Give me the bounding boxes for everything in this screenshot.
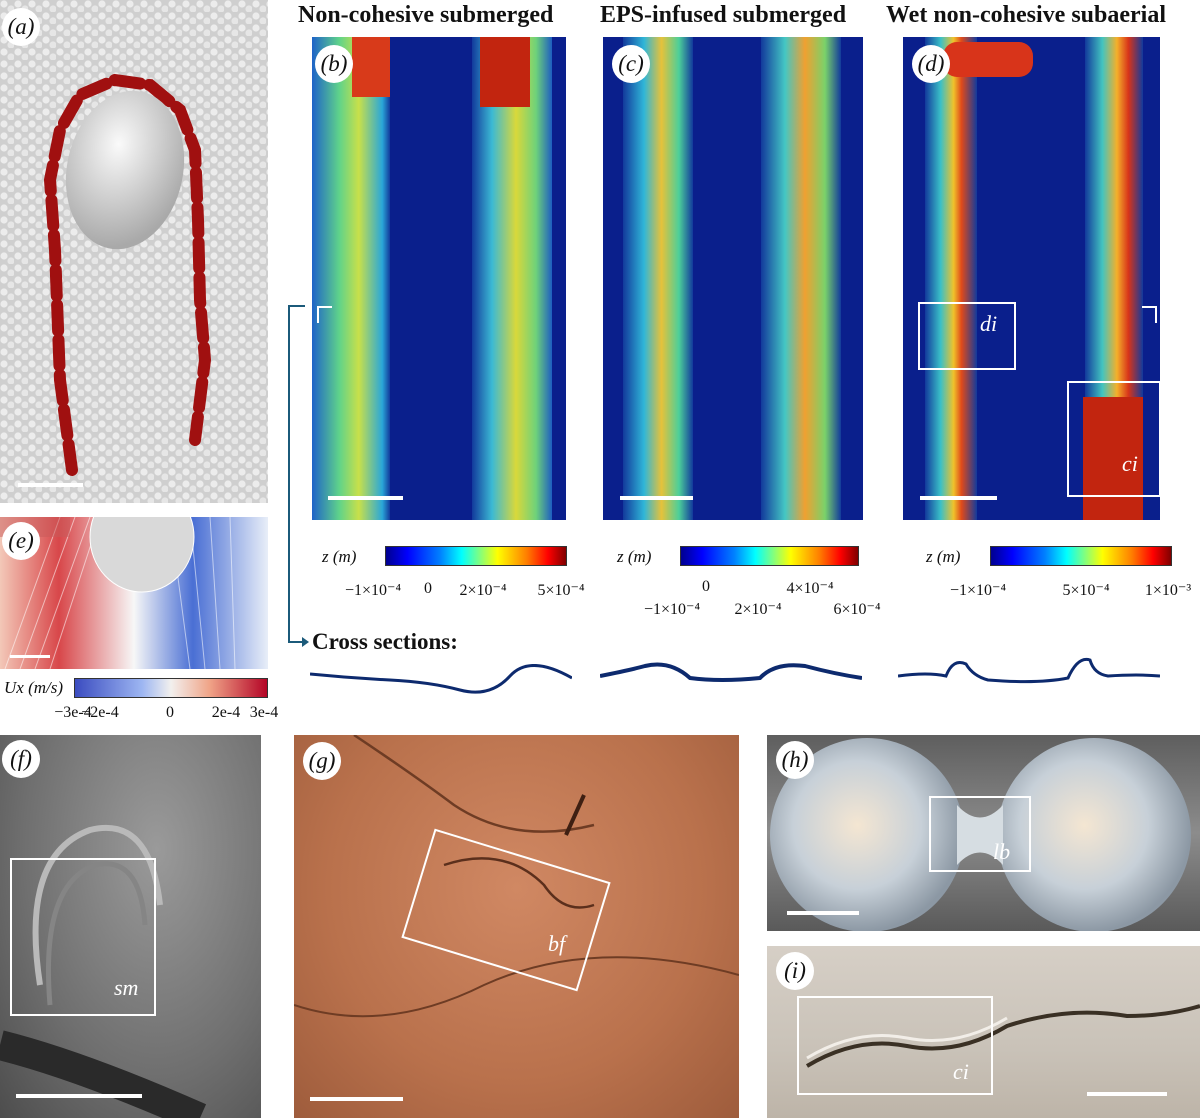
colorbar-d — [990, 546, 1172, 566]
colorbar-c-tick: 4×10⁻⁴ — [786, 580, 834, 597]
title-b: Non-cohesive submerged — [298, 2, 554, 28]
title-c: EPS-infused submerged — [600, 2, 847, 28]
inset-label-di: di — [980, 311, 998, 336]
panel-label-d: (d) — [912, 45, 950, 83]
colorbar-b — [385, 546, 567, 566]
inset-box-ci-d — [1067, 381, 1161, 497]
ridge-left — [312, 37, 390, 520]
cross-sections-label: Cross sections: — [312, 629, 458, 654]
panel-label-g: (g) — [303, 742, 341, 780]
colorbar-b-tick: −1×10⁻⁴ — [344, 582, 402, 599]
red-particle-trail — [43, 73, 212, 476]
cross-section-c — [600, 662, 862, 682]
colorbar-b-tick: 2×10⁻⁴ — [459, 582, 507, 599]
panel-label-c: (c) — [612, 45, 650, 83]
cross-section-d — [898, 657, 1160, 684]
scale-bar-h — [787, 911, 859, 915]
panel-h-graphic — [770, 738, 1191, 931]
colorbar-e-title: Ux (m/s) — [4, 678, 64, 697]
colorbar-e-tick: 3e-4 — [249, 704, 279, 721]
scale-bar-g — [310, 1097, 403, 1101]
panel-e-graphic — [0, 517, 236, 669]
colorbar-c-tick: 0 — [702, 578, 710, 595]
inset-box-ci-i — [797, 996, 993, 1095]
panel-d-heightmap — [903, 37, 1160, 520]
colorbar-d-title: z (m) — [926, 547, 961, 566]
cross-section-b — [310, 664, 572, 694]
panel-a-simulation — [0, 0, 268, 503]
inset-box-di — [918, 302, 1016, 370]
panel-label-e: (e) — [2, 522, 40, 560]
colorbar-e-tick: −3e-4 — [54, 704, 92, 721]
inset-label-ci-i: ci — [953, 1059, 969, 1084]
ridge-left — [623, 37, 693, 520]
panel-i-sand-photo: ci — [767, 946, 1200, 1118]
scale-bar-b — [328, 496, 403, 500]
colorbar-b-tick: 5×10⁻⁴ — [537, 582, 585, 599]
inset-label-lb: lb — [993, 839, 1011, 864]
colorbar-e-tick: 0 — [166, 704, 174, 721]
colorbar-d-tick: 1×10⁻³ — [1144, 582, 1192, 599]
colorbar-e-tick: 2e-4 — [211, 704, 241, 721]
sphere-right — [997, 738, 1191, 931]
panel-a-graphic — [0, 0, 268, 503]
corner-marker-d — [1142, 306, 1157, 323]
inset-label-bf: bf — [548, 931, 566, 956]
ridge-right — [761, 37, 841, 520]
colorbar-c-tick: −1×10⁻⁴ — [643, 601, 701, 618]
title-d: Wet non-cohesive subaerial — [886, 2, 1166, 28]
panel-g-graphic — [294, 735, 739, 1018]
scale-bar-a — [18, 483, 83, 487]
colorbar-b-title: z (m) — [322, 547, 357, 566]
colorbar-c-tick: 2×10⁻⁴ — [734, 601, 782, 618]
panel-f-graphic — [0, 824, 207, 1118]
panel-label-f: (f) — [2, 740, 40, 778]
colorbar-b-tick: 0 — [424, 580, 432, 597]
sphere-left — [770, 738, 964, 931]
colorbar-c-title: z (m) — [617, 547, 652, 566]
particle-e — [89, 517, 195, 593]
panel-h-liquid-bridge-photo: lb — [767, 735, 1200, 931]
colorbar-e-tick: −2e-4 — [81, 704, 119, 721]
liquid-bridge — [957, 805, 1003, 865]
panel-g-rock-photo: bf — [294, 735, 739, 1118]
colorbar-d-tick: 5×10⁻⁴ — [1062, 582, 1110, 599]
panel-label-i: (i) — [776, 952, 814, 990]
panel-label-h: (h) — [776, 741, 814, 779]
panel-label-b: (b) — [315, 45, 353, 83]
panel-f-fossil-photo: sm — [0, 735, 261, 1118]
ridge-right — [472, 37, 552, 520]
scale-bar-d — [920, 496, 997, 500]
inset-box-sm — [10, 858, 156, 1016]
inset-label-sm: sm — [114, 975, 139, 1000]
panel-label-a: (a) — [2, 8, 40, 46]
panel-c-heightmap — [603, 37, 863, 520]
colorbar-c-tick: 6×10⁻⁴ — [833, 601, 881, 618]
corner-marker-b — [317, 306, 332, 323]
inset-box-lb — [929, 796, 1031, 872]
cross-section-connector — [288, 305, 309, 647]
scale-bar-i — [1087, 1092, 1167, 1096]
particle — [65, 90, 185, 250]
panel-i-graphic — [805, 1004, 1200, 1068]
scale-bar-e — [10, 655, 50, 658]
scale-bar-f — [16, 1094, 142, 1098]
ridge-left — [925, 37, 977, 520]
panel-e-velocity-field — [0, 517, 268, 669]
inset-label-ci-d: ci — [1122, 451, 1138, 476]
colorbar-c — [680, 546, 859, 566]
colorbar-e — [74, 678, 268, 698]
panel-b-heightmap — [312, 37, 566, 520]
scale-bar-c — [620, 496, 693, 500]
colorbar-d-tick: −1×10⁻⁴ — [949, 582, 1007, 599]
